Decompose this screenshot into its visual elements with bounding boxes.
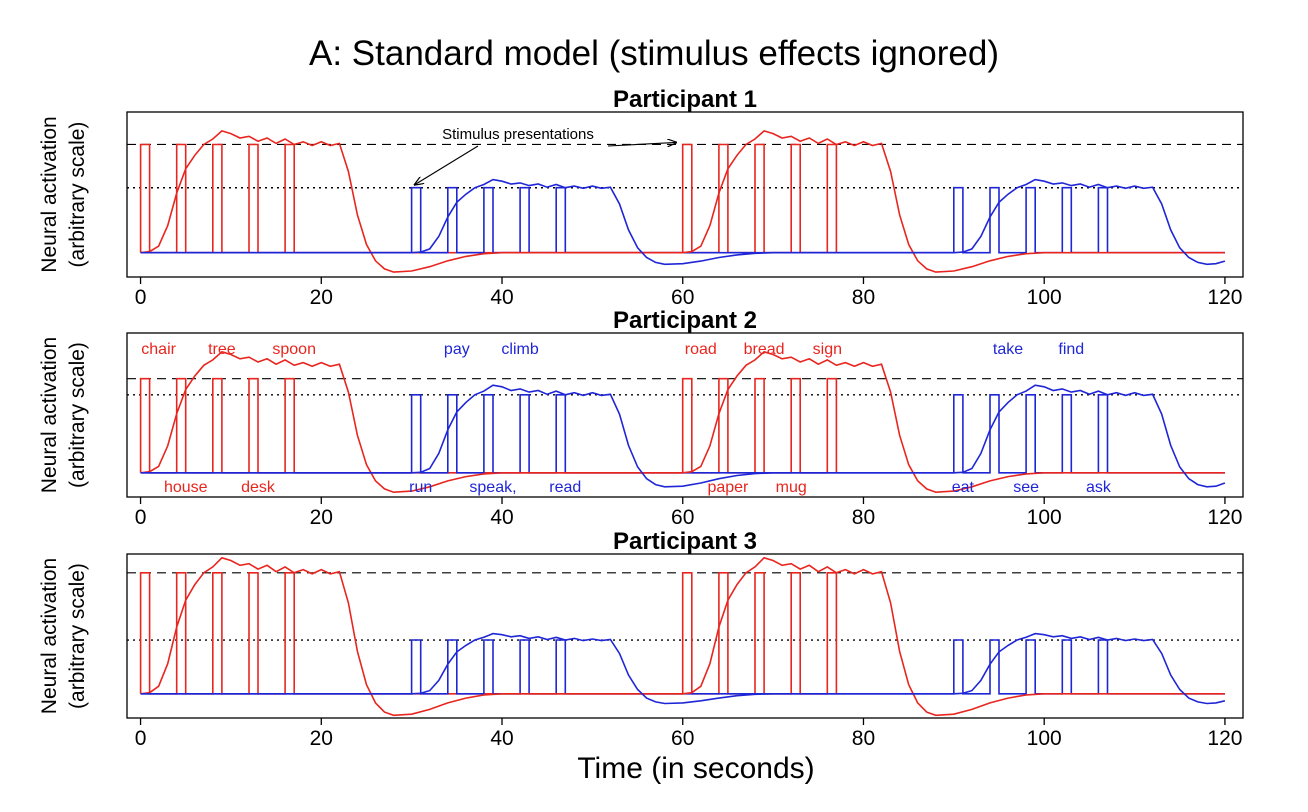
x-tick-label: 100 [1027, 286, 1062, 309]
x-tick-label: 60 [671, 727, 694, 750]
red-stimulus-pulses [139, 143, 838, 254]
x-axis-label: Time (in seconds) [577, 752, 814, 785]
stimulus-word-label: find [1058, 341, 1084, 358]
plot-frame [126, 553, 1244, 719]
x-tick-label: 100 [1027, 727, 1062, 750]
blue-response-line [140, 384, 1226, 488]
x-tick-label: 120 [1207, 506, 1242, 529]
red-response-line [140, 350, 1225, 494]
red-stimulus-pulses [139, 572, 838, 695]
x-tick-label: 40 [490, 286, 513, 309]
stimulus-word-label: spoon [272, 341, 316, 358]
stimulus-word-label: eat [952, 479, 975, 496]
red-stimulus-pulses [139, 377, 838, 474]
stimulus-word-label: paper [707, 479, 749, 496]
stimulus-word-label: sign [813, 341, 842, 358]
stimulus-word-label: bread [744, 341, 785, 358]
red-response-line [140, 556, 1225, 717]
stimulus-word-label: tree [208, 341, 236, 358]
x-tick-label: 120 [1207, 286, 1242, 309]
x-tick-label: 20 [310, 727, 333, 750]
stimulus-word-label: mug [776, 479, 807, 496]
panel-1: Participant 1 Neural activation (arbitrary… [38, 86, 1244, 309]
panel-title: Participant 2 [613, 307, 757, 334]
y-axis-label: Neural activation [38, 116, 61, 272]
annotation-arrow [607, 142, 676, 146]
y-axis-label: (arbitrary scale) [66, 122, 89, 268]
x-tick-label: 100 [1027, 506, 1062, 529]
figure-title: A: Standard model (stimulus effects igno… [309, 34, 999, 73]
stimulus-word-label: pay [444, 341, 470, 358]
stimulus-word-label: climb [501, 341, 538, 358]
x-tick-label: 80 [852, 727, 875, 750]
stimulus-word-label: read [549, 479, 581, 496]
x-tick-label: 60 [671, 506, 694, 529]
x-tick-label: 120 [1207, 727, 1242, 750]
panel-title: Participant 3 [613, 528, 757, 555]
stimulus-word-label: chair [141, 341, 176, 358]
annotation-arrow [415, 145, 479, 185]
x-tick-label: 60 [671, 286, 694, 309]
stimulus-word-label: run [409, 479, 432, 496]
stimulus-word-label: ask [1086, 479, 1112, 496]
y-axis-label: Neural activation [38, 337, 61, 493]
y-axis-label: (arbitrary scale) [66, 563, 89, 709]
x-tick-label: 40 [490, 727, 513, 750]
x-tick-label: 40 [490, 506, 513, 529]
blue-response-line [140, 632, 1226, 705]
x-tick-label: 0 [135, 727, 147, 750]
x-tick-label: 0 [135, 286, 147, 309]
panel-3: Participant 3 Neural activation (arbitrary… [38, 528, 1244, 750]
x-tick-label: 80 [852, 506, 875, 529]
x-tick-label: 20 [310, 286, 333, 309]
panel-2: Participant 2 Neural activation (arbitrary… [38, 307, 1244, 529]
stimulus-word-label: road [685, 341, 717, 358]
annotation-text: Stimulus presentations [442, 126, 594, 143]
stimulus-word-label: house [164, 479, 208, 496]
panel-title: Participant 1 [613, 86, 757, 113]
y-axis-label: (arbitrary scale) [66, 342, 89, 488]
red-response-line [140, 130, 1225, 273]
x-tick-label: 80 [852, 286, 875, 309]
plot-frame [126, 111, 1244, 278]
stimulus-word-label: speak, [469, 479, 516, 496]
x-tick-label: 0 [135, 506, 147, 529]
x-tick-label: 20 [310, 506, 333, 529]
blue-response-line [140, 178, 1226, 266]
stimulus-word-label: see [1013, 479, 1039, 496]
stimulus-word-label: take [993, 341, 1023, 358]
plot-frame [126, 332, 1244, 498]
y-axis-label: Neural activation [38, 558, 61, 714]
stimulus-word-label: desk [241, 479, 276, 496]
